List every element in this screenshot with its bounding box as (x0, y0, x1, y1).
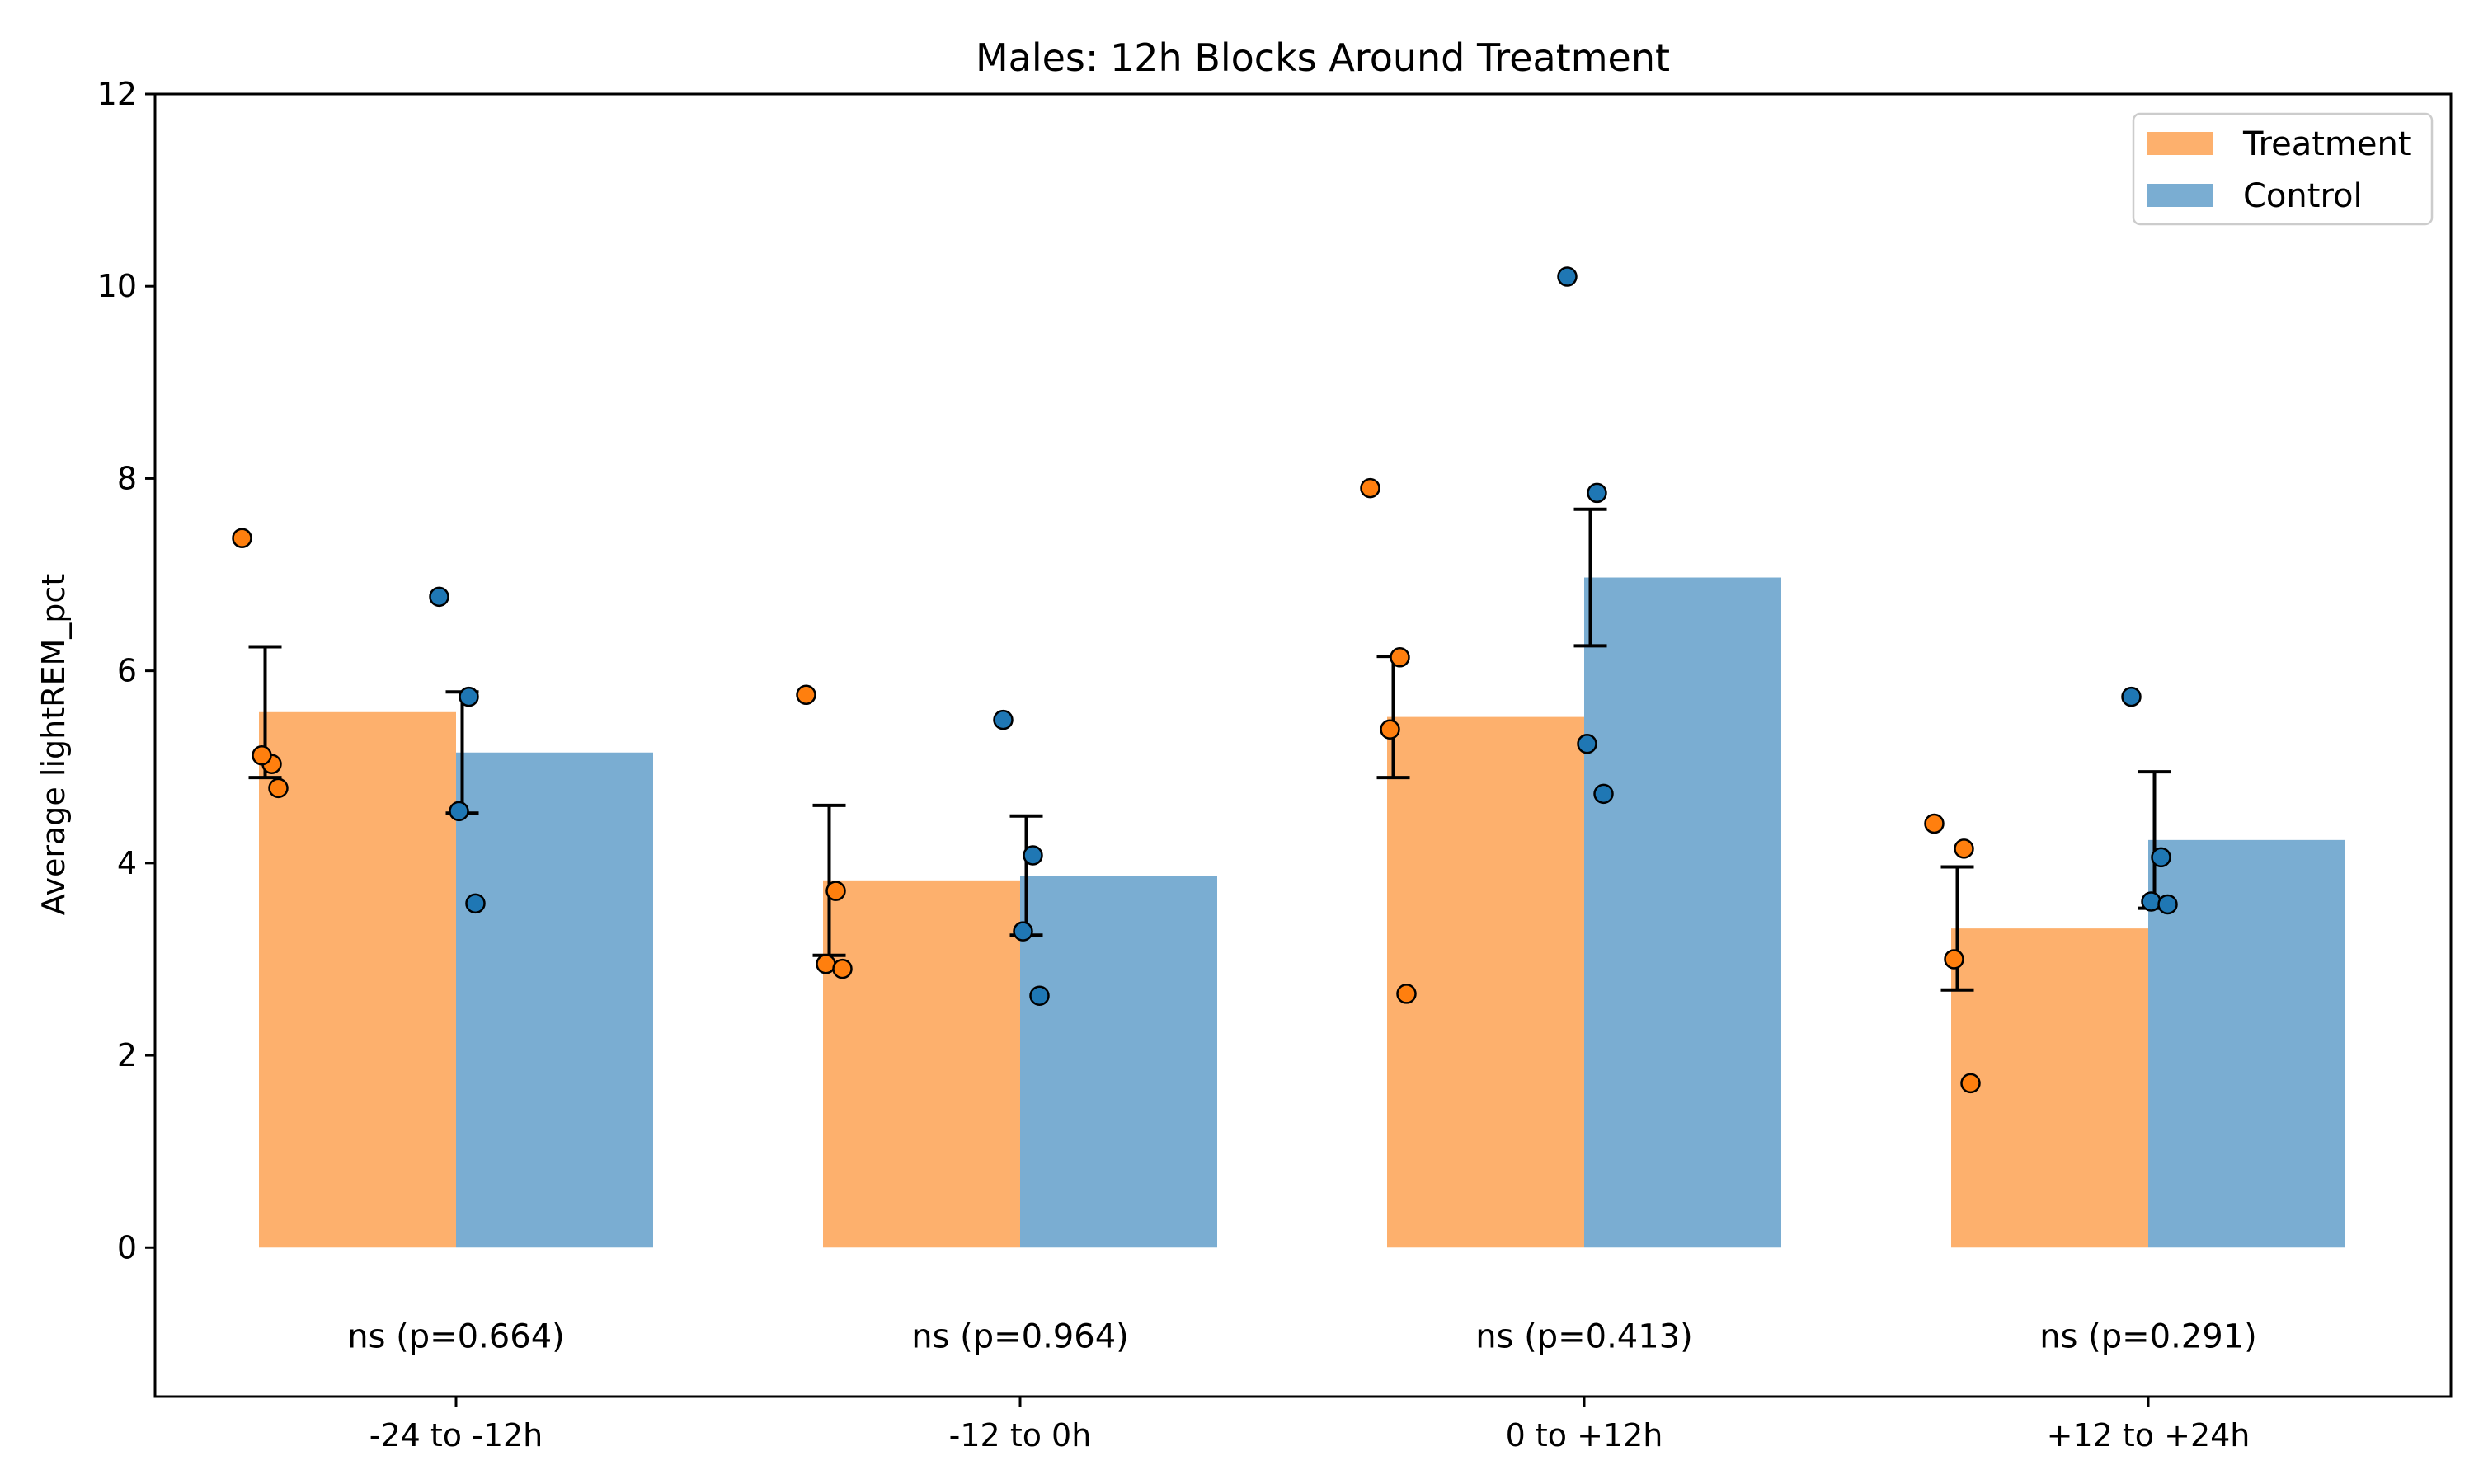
significance-label-1: ns (p=0.964) (911, 1318, 1129, 1356)
bar-treatment-3 (1951, 928, 2148, 1248)
legend: Treatment Control (2132, 112, 2434, 226)
data-point-control-2-1 (1587, 482, 1607, 504)
bar-treatment-0 (259, 711, 456, 1248)
bar-control-2 (1584, 577, 1781, 1248)
data-point-treatment-2-1 (1390, 647, 1410, 668)
data-point-control-2-2 (1577, 734, 1597, 754)
y-tick-label-6: 6 (117, 653, 137, 689)
error-bar-treatment-3 (1940, 865, 1974, 992)
data-point-treatment-0-3 (268, 777, 289, 799)
data-point-control-0-1 (459, 686, 479, 707)
data-point-treatment-2-0 (1360, 477, 1380, 499)
data-point-treatment-1-2 (816, 954, 836, 974)
plot-area: ns (p=0.664) ns (p=0.964) ns (p=0.413) ns (… (97, 76, 2453, 1453)
data-point-treatment-3-3 (1960, 1073, 1981, 1094)
significance-label-0: ns (p=0.664) (347, 1318, 565, 1356)
data-point-treatment-1-0 (796, 684, 816, 706)
legend-swatch-control (2147, 184, 2213, 207)
data-point-treatment-2-3 (1396, 984, 1417, 1004)
y-tick-label-8: 8 (117, 460, 137, 496)
data-point-control-1-1 (1023, 845, 1043, 866)
data-point-control-3-0 (2121, 686, 2142, 707)
y-tick-label-2: 2 (117, 1037, 137, 1073)
data-point-control-2-3 (1593, 783, 1614, 805)
data-point-control-2-0 (1557, 266, 1578, 287)
data-point-treatment-0-0 (232, 528, 252, 548)
error-bar-control-2 (1573, 507, 1607, 648)
data-point-control-1-0 (993, 709, 1014, 730)
data-point-treatment-0-2 (252, 744, 272, 766)
data-point-control-1-2 (1013, 921, 1033, 942)
significance-label-3: ns (p=0.291) (2039, 1318, 2257, 1356)
data-point-control-0-2 (449, 801, 469, 822)
y-tick-label-0: 0 (117, 1229, 137, 1266)
data-point-treatment-2-2 (1380, 719, 1400, 740)
x-tick-label-0: -24 to -12h (369, 1417, 543, 1453)
legend-label-treatment: Treatment (2242, 125, 2411, 163)
legend-label-control: Control (2243, 177, 2363, 215)
data-point-treatment-1-1 (825, 881, 846, 901)
bar-control-3 (2148, 839, 2345, 1248)
data-point-control-3-1 (2151, 847, 2171, 868)
data-point-control-1-3 (1029, 985, 1050, 1007)
y-tick-label-4: 4 (117, 845, 137, 881)
data-point-control-3-3 (2157, 894, 2178, 915)
data-point-treatment-3-2 (1944, 949, 1964, 970)
x-tick-label-2: 0 to +12h (1506, 1417, 1663, 1453)
plot-frame (153, 92, 2453, 1398)
x-tick-label-3: +12 to +24h (2047, 1417, 2251, 1453)
bar-control-0 (456, 752, 653, 1248)
legend-swatch-treatment (2147, 132, 2213, 155)
bar-control-1 (1020, 876, 1217, 1248)
y-tick-label-12: 12 (97, 76, 137, 112)
data-point-control-0-3 (465, 893, 486, 914)
data-point-control-3-2 (2141, 891, 2161, 912)
chart-title: Males: 12h Blocks Around Treatment (976, 35, 1670, 80)
bar-treatment-1 (823, 880, 1020, 1248)
data-point-treatment-3-1 (1954, 838, 1974, 859)
data-point-treatment-1-3 (832, 958, 853, 979)
data-point-control-0-0 (429, 586, 449, 608)
y-tick-label-10: 10 (97, 268, 137, 304)
data-point-treatment-3-0 (1924, 813, 1945, 834)
y-axis-label: Average lightREM_pct (35, 574, 72, 915)
bar-treatment-2 (1387, 716, 1584, 1248)
x-tick-label-1: -12 to 0h (949, 1417, 1092, 1453)
significance-label-2: ns (p=0.413) (1475, 1318, 1693, 1356)
